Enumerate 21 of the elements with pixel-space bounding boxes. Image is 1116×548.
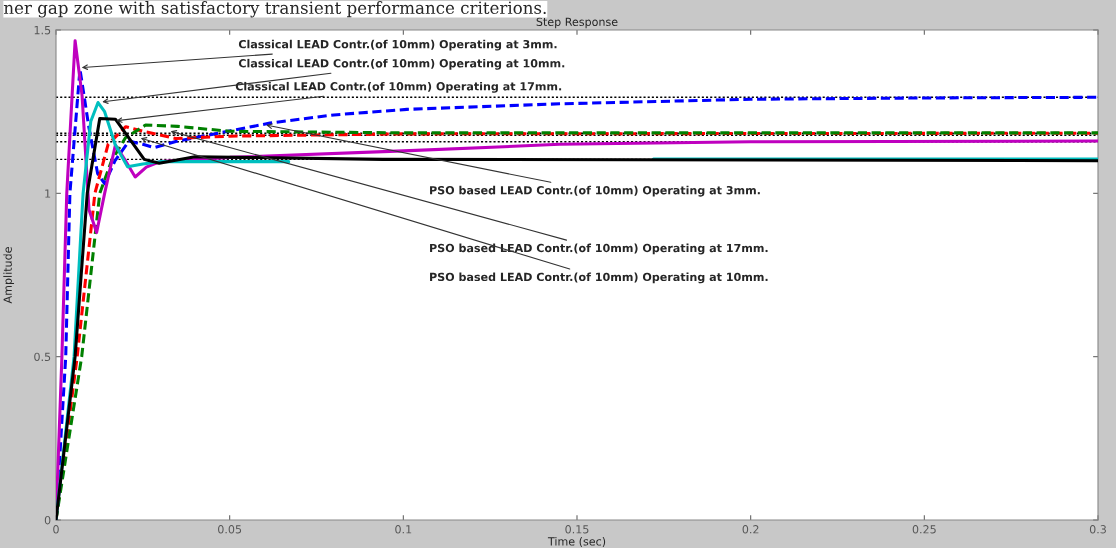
y-tick-label: 1 — [45, 189, 51, 198]
annotation: PSO based LEAD Contr.(of 10mm) Operating at 10mm. — [430, 272, 768, 284]
annotation: Classical LEAD Contr.(of 10mm) Operating at 10mm. — [238, 58, 565, 70]
x-tick-label: 0.1 — [395, 525, 412, 534]
x-tick-label: 0.15 — [565, 525, 589, 534]
annotation: PSO based LEAD Contr.(of 10mm) Operating at 17mm. — [430, 243, 768, 255]
y-tick-label: 0 — [44, 515, 51, 525]
x-tick-label: 0.25 — [912, 525, 936, 534]
x-axis-title: Time (sec) — [547, 537, 606, 547]
annotation: PSO based LEAD Contr.(of 10mm) Operating at 3mm. — [430, 185, 760, 197]
x-tick-label: 0.05 — [218, 525, 242, 534]
x-tick-label: 0.3 — [1089, 525, 1106, 534]
text: ner gap zone with satisfactory transient performance criterions. — [3, 1, 546, 18]
y-tick-label: 1.5 — [34, 26, 51, 35]
x-tick-label: 0 — [53, 525, 59, 534]
y-axis-title: Amplitude — [3, 247, 15, 304]
annotation: Classical LEAD Contr.(of 10mm) Operating at 3mm. — [238, 39, 557, 51]
chart-title: Step Response — [536, 17, 618, 29]
y-tick-label: 0.5 — [34, 352, 51, 362]
x-tick-label: 0.2 — [742, 525, 759, 534]
annotation: Classical LEAD Contr.(of 10mm) Operating at 17mm. — [235, 81, 562, 93]
